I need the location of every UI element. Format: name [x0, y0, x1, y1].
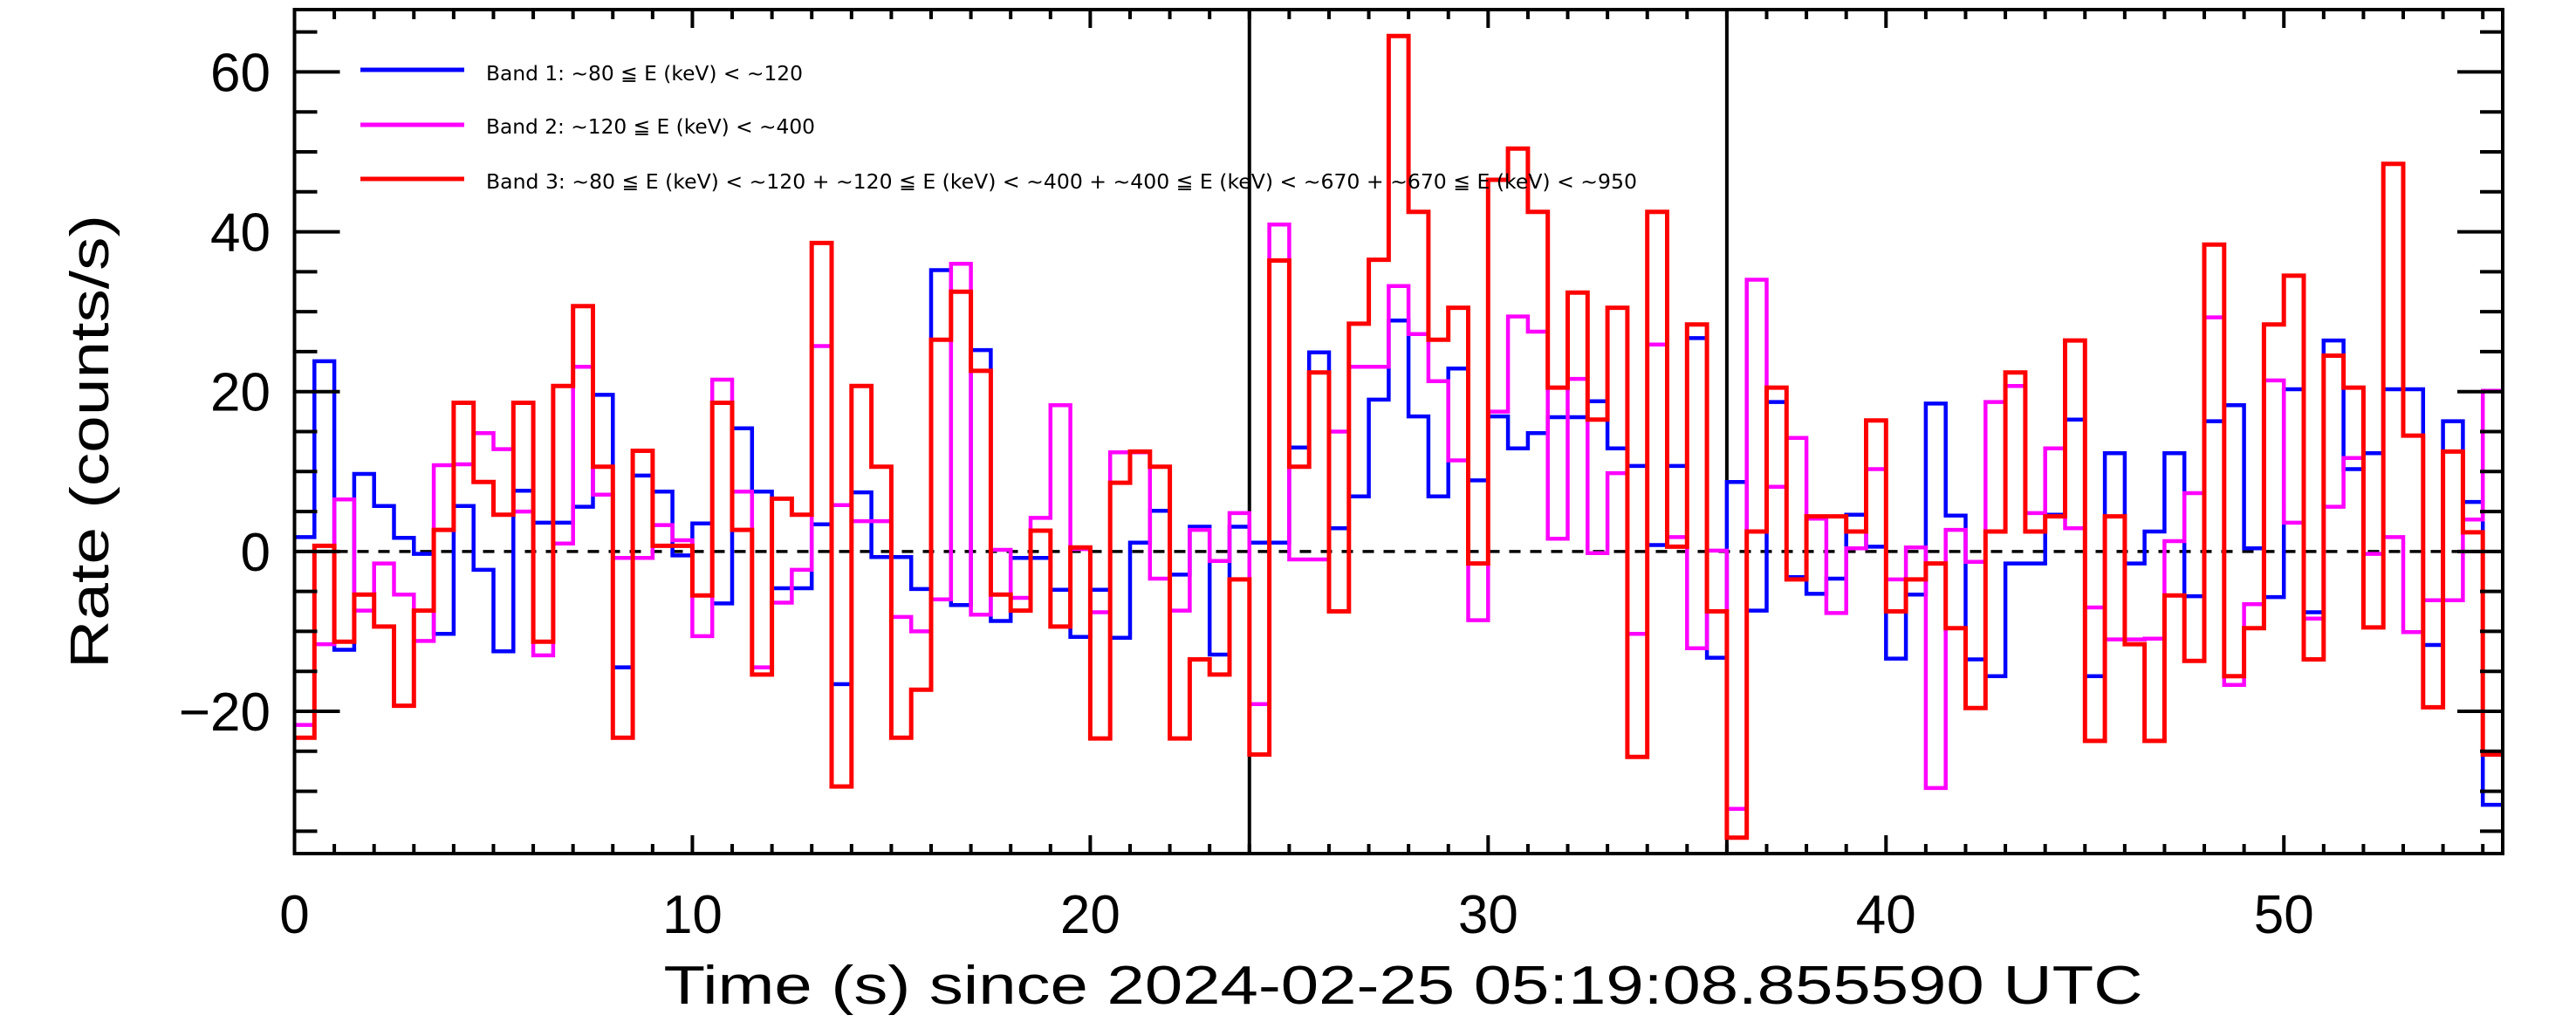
series-band-2-line [294, 223, 2503, 811]
x-tick-label: 20 [1060, 885, 1120, 945]
x-tick-label: 40 [1856, 885, 1916, 945]
x-tick-label: 0 [279, 885, 309, 945]
y-tick-label: 60 [210, 43, 271, 103]
x-tick-label: 30 [1458, 885, 1518, 945]
y-axis-title: Rate (counts/s) [60, 215, 120, 669]
legend-label-band-1: Band 1: ~80 ≦ E (keV) < ~120 [486, 63, 803, 86]
series-band-3-line [294, 33, 2503, 840]
series-layer [294, 33, 2503, 840]
y-tick-label: 20 [210, 363, 271, 423]
x-axis-title: Time (s) since 2024-02-25 05:19:08.85559… [664, 956, 2143, 1016]
x-tick-label: 10 [662, 885, 723, 945]
y-tick-label: 0 [241, 523, 271, 583]
y-tick-label: 40 [210, 203, 271, 264]
legend: Band 1: ~80 ≦ E (keV) < ~120 Band 2: ~12… [360, 63, 1637, 194]
x-tick-label: 50 [2254, 885, 2314, 945]
series-band-1-line [294, 268, 2503, 807]
legend-label-band-3: Band 3: ~80 ≦ E (keV) < ~120 + ~120 ≦ E … [486, 171, 1637, 194]
legend-label-band-2: Band 2: ~120 ≦ E (keV) < ~400 [486, 116, 815, 139]
y-tick-label: −20 [179, 683, 271, 743]
plot-frame [292, 8, 2504, 855]
tick-labels: 0 10 20 30 40 50 −20 0 20 40 60 [179, 43, 2314, 945]
